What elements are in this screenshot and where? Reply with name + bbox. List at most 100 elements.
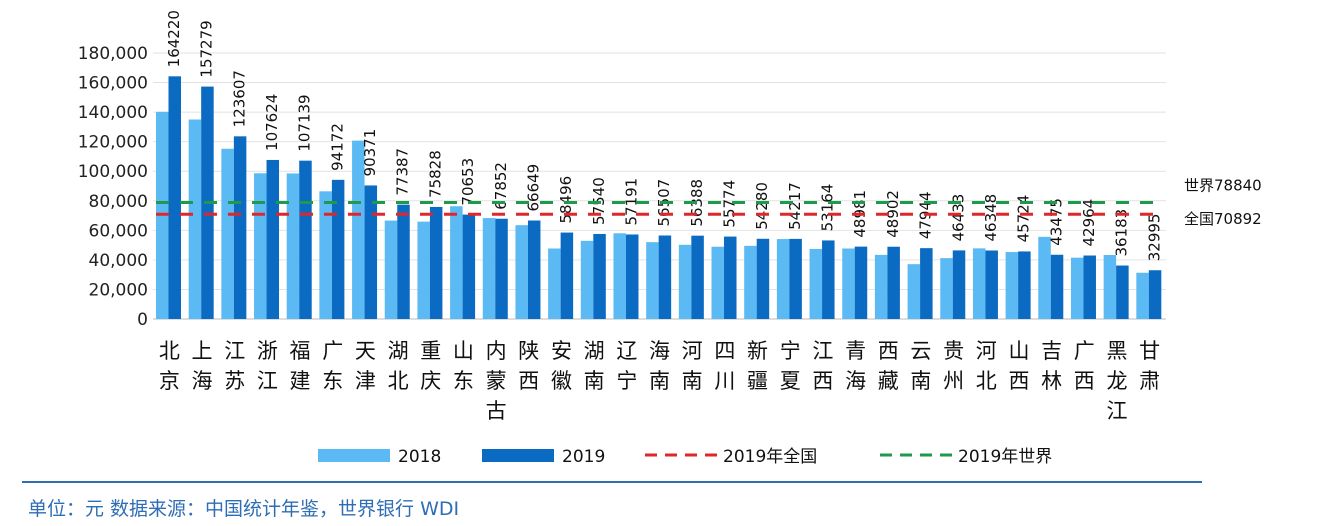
bar-2019 — [658, 235, 672, 319]
legend-label: 2019年全国 — [723, 447, 817, 467]
x-tick-label: 广 — [1074, 339, 1095, 363]
x-tick-label: 江 — [257, 369, 278, 393]
x-tick-label: 藏 — [878, 369, 899, 393]
x-tick-label: 湖 — [388, 339, 409, 363]
x-tick-label: 江 — [812, 339, 833, 363]
bar-2019 — [789, 238, 802, 319]
bar-2019 — [920, 248, 933, 319]
x-tick-label: 海 — [649, 339, 670, 363]
bar-2018 — [221, 148, 234, 319]
bar-2018 — [417, 221, 430, 319]
data-label: 66649 — [524, 164, 542, 212]
y-tick-label: 140,000 — [78, 103, 148, 123]
data-label: 46348 — [982, 194, 1000, 242]
data-label: 75828 — [426, 150, 444, 198]
bar-2019 — [560, 232, 574, 319]
bar-2018 — [678, 244, 692, 319]
bar-2018 — [482, 218, 496, 319]
bar-2019 — [233, 136, 247, 319]
x-tick-label: 海 — [845, 369, 866, 393]
bar-2018 — [580, 240, 594, 319]
bar-2019 — [1148, 270, 1162, 319]
bar-2018 — [515, 225, 528, 319]
data-label: 57191 — [622, 178, 640, 226]
legend-swatch — [318, 449, 390, 462]
bar-2019 — [299, 160, 312, 319]
reference-label: 全国70892 — [1184, 210, 1262, 228]
bar-2018 — [842, 248, 855, 319]
gdp-per-capita-chart: 0 20,000 40,000 60,000 80,000 100,000 120,000 1… — [78, 10, 1262, 467]
x-tick-label: 贵 — [943, 339, 964, 363]
x-tick-label: 庆 — [420, 369, 441, 393]
x-tick-label: 西 — [1008, 369, 1029, 393]
bar-2018 — [711, 246, 725, 319]
data-label: 90371 — [361, 129, 379, 177]
bar-2019 — [397, 204, 410, 319]
bar-2018 — [972, 248, 986, 319]
legend-label: 2019年世界 — [958, 447, 1052, 467]
x-tick-label: 津 — [355, 369, 376, 393]
bar-2019 — [1083, 255, 1096, 319]
x-tick-label: 浙 — [257, 339, 278, 363]
bar-2018 — [384, 220, 398, 319]
x-tick-label: 西 — [1074, 369, 1095, 393]
bar-2018 — [319, 191, 332, 319]
x-tick-label: 宁 — [780, 339, 801, 363]
bar-2018 — [744, 245, 757, 319]
y-tick-label: 60,000 — [89, 221, 148, 241]
x-tick-label: 蒙 — [486, 369, 507, 393]
bar-2019 — [887, 246, 900, 319]
y-tick-label: 180,000 — [78, 44, 148, 64]
bar-2019 — [495, 218, 508, 319]
x-tick-label: 北 — [976, 369, 997, 393]
x-tick-label: 古 — [486, 399, 507, 423]
bar-2019 — [168, 76, 181, 319]
bar-2019 — [364, 185, 378, 319]
bar-2018 — [940, 258, 953, 319]
x-tick-label: 肃 — [1139, 369, 1160, 393]
bar-2018 — [450, 206, 463, 319]
y-tick-label: 0 — [137, 310, 148, 330]
x-tick-label: 南 — [584, 369, 605, 393]
data-label: 54217 — [786, 182, 804, 230]
data-label: 94172 — [328, 123, 346, 171]
x-tick-label: 新 — [747, 339, 768, 363]
data-label: 67852 — [492, 162, 510, 210]
bar-2018 — [809, 248, 823, 319]
legend-label: 2018 — [398, 447, 441, 467]
x-tick-label: 南 — [649, 369, 670, 393]
bar-2018 — [254, 173, 267, 319]
x-tick-label: 安 — [551, 339, 572, 363]
bar-2018 — [776, 239, 790, 319]
bar-2019 — [724, 236, 737, 319]
x-tick-label: 疆 — [747, 369, 768, 393]
bar-2018 — [1103, 255, 1117, 319]
data-label: 36183 — [1113, 209, 1131, 257]
x-tick-label: 林 — [1041, 369, 1062, 393]
reference-label: 世界78840 — [1184, 176, 1262, 194]
x-tick-label: 川 — [714, 369, 735, 393]
data-label: 53164 — [819, 184, 837, 232]
x-tick-label: 吉 — [1041, 339, 1062, 363]
bar-2019 — [1050, 254, 1064, 319]
y-tick-label: 100,000 — [78, 162, 148, 182]
y-tick-label: 120,000 — [78, 133, 148, 153]
bar-2019 — [593, 233, 606, 319]
data-label: 54280 — [753, 182, 771, 230]
x-tick-label: 海 — [192, 369, 213, 393]
y-tick-label: 160,000 — [78, 74, 148, 94]
data-label: 157279 — [198, 20, 216, 77]
data-label: 107139 — [296, 94, 314, 151]
x-tick-label: 州 — [943, 369, 964, 393]
bar-2018 — [1005, 252, 1019, 319]
x-tick-label: 建 — [290, 369, 311, 393]
bar-2019 — [822, 240, 835, 319]
bar-2019 — [462, 214, 476, 319]
x-tick-label: 西 — [812, 369, 833, 393]
data-label: 77387 — [394, 148, 412, 196]
data-label: 43475 — [1047, 198, 1065, 246]
x-tick-label: 甘 — [1139, 339, 1160, 363]
x-tick-label: 上 — [192, 339, 213, 363]
bar-2019 — [1018, 251, 1031, 319]
bar-2019 — [266, 159, 280, 319]
